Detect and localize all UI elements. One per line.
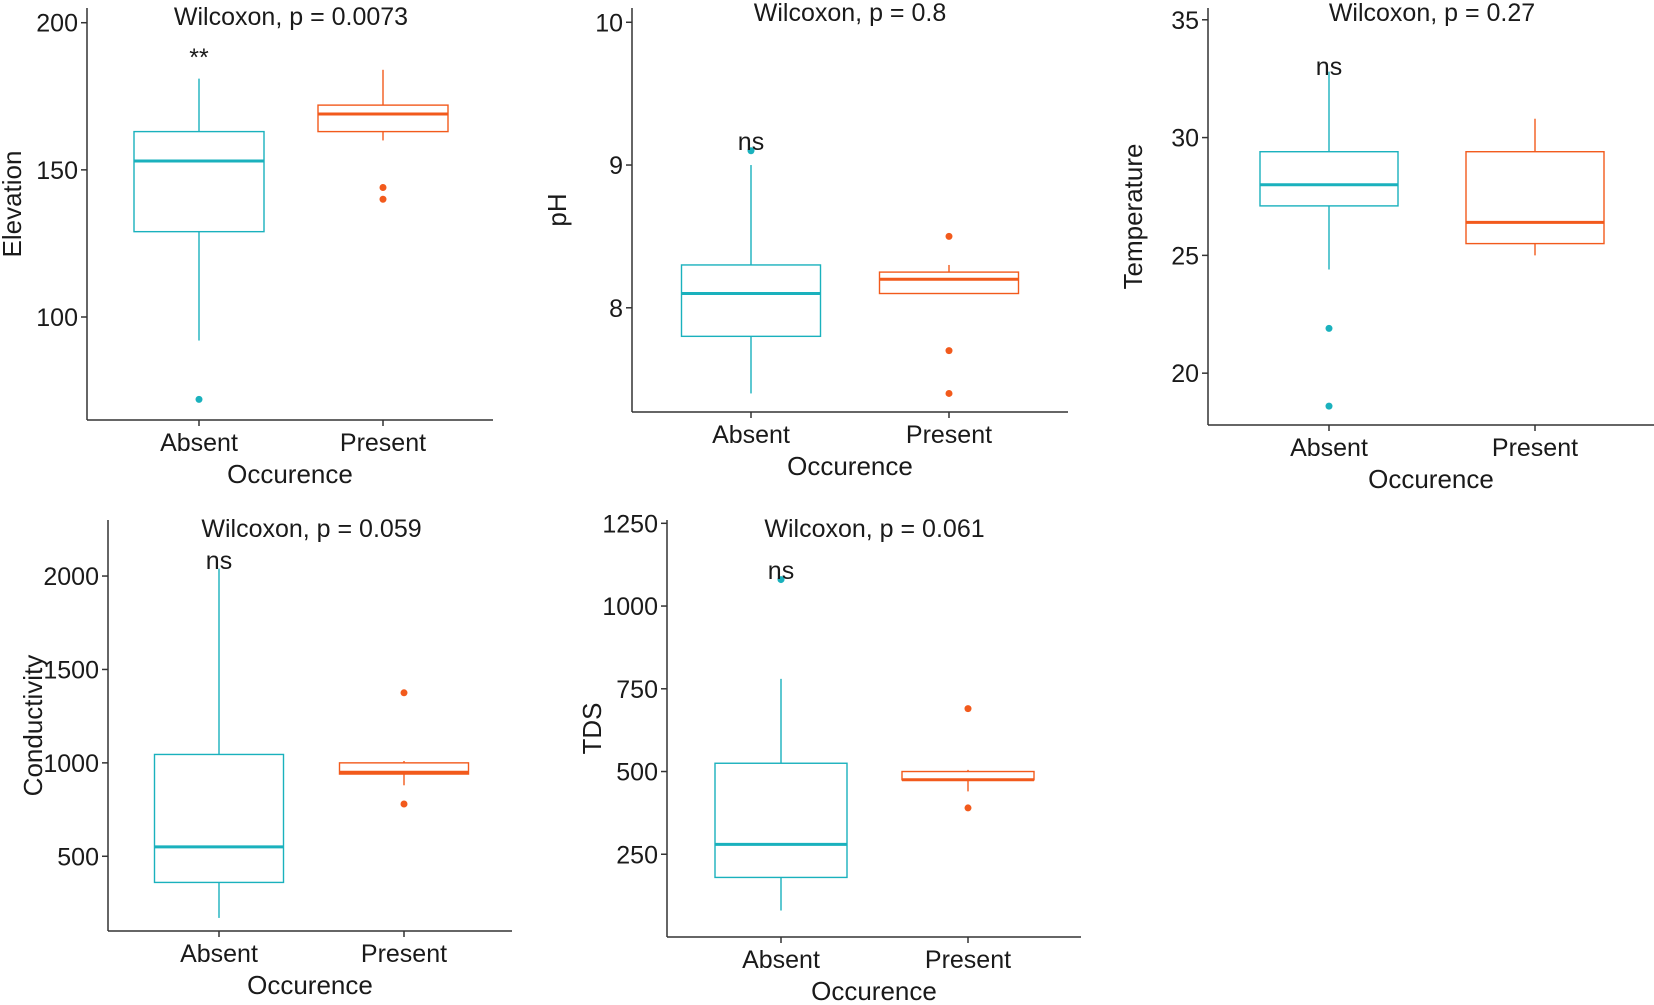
iqr-box [878,271,1020,295]
y-tick-label: 1250 [602,510,658,538]
wilcoxon-title: Wilcoxon, p = 0.061 [764,515,984,543]
y-tick-label: 200 [36,10,78,38]
iqr-box [133,130,265,233]
x-tick-label: Absent [160,429,238,457]
significance-label: ns [738,128,764,156]
y-tick-label: 100 [36,304,78,332]
x-tick-label: Present [340,429,426,457]
iqr-box [714,762,848,879]
y-tick-label: 20 [1171,360,1199,388]
y-tick-label: 10 [595,9,623,37]
y-tick-label: 750 [616,676,658,704]
outlier-point [400,800,408,808]
y-tick-label: 500 [616,759,658,787]
x-tick-label: Absent [712,421,790,449]
x-axis-title: Occurence [227,459,353,489]
x-axis-title: Occurence [247,970,373,1000]
outlier-point [400,689,408,697]
x-tick-label: Absent [742,946,820,974]
outlier-point [379,184,387,192]
box-present [1465,118,1605,256]
x-axis-title: Occurence [1368,464,1494,494]
outlier-point [945,347,953,355]
outlier-point [195,395,203,403]
y-tick-label: 9 [609,152,623,180]
x-axis-title: Occurence [787,451,913,481]
y-tick-label: 25 [1171,242,1199,270]
box-absent [680,147,822,394]
y-tick-label: 30 [1171,125,1199,153]
y-tick-label: 500 [57,843,99,871]
x-tick-label: Present [361,940,447,968]
x-tick-label: Present [906,421,992,449]
y-axis-title: Elevation [0,151,27,258]
wilcoxon-title: Wilcoxon, p = 0.059 [201,515,421,543]
box-absent [153,568,285,918]
significance-label: ns [1316,53,1342,81]
box-absent [1259,71,1399,410]
y-tick-label: 250 [616,841,658,869]
iqr-box [338,762,470,775]
box-absent [133,78,265,403]
iqr-box [1259,151,1399,207]
significance-label: ns [768,557,794,585]
outlier-point [945,389,953,397]
outlier-point [747,147,755,155]
y-tick-label: 1000 [43,750,99,778]
y-tick-label: 8 [609,295,623,323]
wilcoxon-title: Wilcoxon, p = 0.0073 [174,3,408,31]
outlier-point [964,705,972,713]
outlier-point [964,804,972,812]
box-present [901,705,1035,812]
y-tick-label: 1500 [43,656,99,684]
x-tick-label: Present [925,946,1011,974]
box-present [878,232,1020,397]
iqr-box [153,753,285,884]
box-present [338,689,470,808]
box-absent [714,576,848,911]
y-axis-title: pH [542,193,572,226]
y-axis-title: Conductivity [18,655,48,797]
x-tick-label: Absent [1290,434,1368,462]
outlier-point [777,576,785,584]
outlier-point [1325,324,1333,332]
y-axis-title: TDS [577,703,607,755]
iqr-box [1465,151,1605,245]
y-tick-label: 1000 [602,593,658,621]
x-tick-label: Present [1492,434,1578,462]
significance-label: ** [189,44,209,72]
y-tick-label: 150 [36,157,78,185]
y-axis-title: Temperature [1118,144,1148,290]
significance-label: ns [206,547,232,575]
outlier-point [945,232,953,240]
wilcoxon-title: Wilcoxon, p = 0.8 [754,0,946,27]
x-tick-label: Absent [180,940,258,968]
box-present [317,69,449,203]
y-tick-label: 35 [1171,7,1199,35]
iqr-box [317,104,449,133]
outlier-point [1325,402,1333,410]
wilcoxon-title: Wilcoxon, p = 0.27 [1329,0,1535,27]
outlier-point [379,195,387,203]
iqr-box [680,264,822,338]
x-axis-title: Occurence [811,976,937,1005]
y-tick-label: 2000 [43,563,99,591]
